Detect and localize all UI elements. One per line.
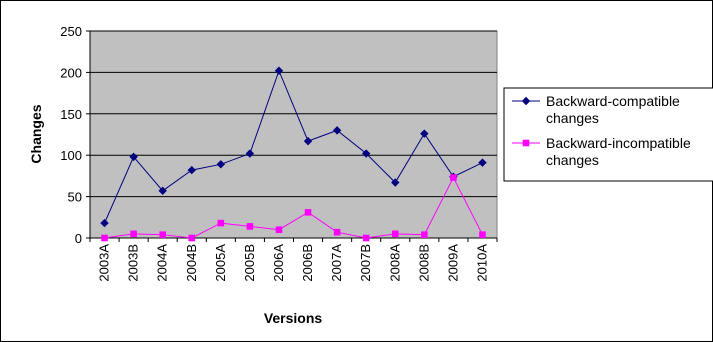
y-tick-label: 150 xyxy=(60,107,82,122)
data-point-series-1 xyxy=(391,178,400,187)
data-point-series-2 xyxy=(275,226,283,234)
x-tick-label: 2008B xyxy=(416,244,431,282)
x-tick-label: 2010A xyxy=(474,244,489,282)
data-point-series-2 xyxy=(304,209,312,216)
data-point-series-1 xyxy=(129,152,138,162)
data-point-series-1 xyxy=(100,218,109,228)
y-axis-title: Changes xyxy=(28,104,44,163)
series-line-2 xyxy=(104,176,483,239)
legend-swatch-marker-1 xyxy=(521,96,531,106)
x-tick-label: 2009A xyxy=(445,244,460,282)
legend-label-1: Backward-compatible xyxy=(546,93,680,109)
legend-swatch-marker-2 xyxy=(522,139,530,147)
data-point-series-2 xyxy=(159,231,166,238)
x-tick-label: 2005A xyxy=(213,244,228,282)
x-tick-label: 2006A xyxy=(271,244,286,282)
gridlines xyxy=(90,30,497,198)
x-tick-label: 2007B xyxy=(358,244,373,282)
data-point-series-2 xyxy=(421,231,428,238)
data-point-series-2 xyxy=(130,230,137,238)
y-tick-label: 200 xyxy=(60,65,82,80)
data-point-series-1 xyxy=(187,165,196,175)
x-tick-label: 2003B xyxy=(126,244,141,282)
y-tick-label: 100 xyxy=(60,148,82,163)
x-tick-label: 2006B xyxy=(300,244,315,282)
data-point-series-1 xyxy=(478,158,487,167)
legend-box xyxy=(503,87,713,182)
data-point-series-1 xyxy=(332,126,342,135)
data-point-series-2 xyxy=(217,219,225,227)
data-point-series-1 xyxy=(420,129,429,138)
y-axis-ticks: 0 50 100 150 200 250 xyxy=(60,24,90,246)
data-point-series-2 xyxy=(188,234,196,242)
data-point-series-2 xyxy=(101,234,108,242)
x-tick-label: 2004B xyxy=(184,244,199,282)
x-axis-title: Versions xyxy=(264,310,323,326)
y-tick-label: 50 xyxy=(68,190,82,205)
legend-label-2: changes xyxy=(546,152,599,168)
data-point-series-2 xyxy=(479,231,486,238)
x-tick-label: 2007A xyxy=(329,244,344,282)
data-point-series-2 xyxy=(246,223,254,230)
plot-area xyxy=(89,30,498,239)
legend-label-2: Backward-incompatible xyxy=(546,135,691,151)
data-point-series-1 xyxy=(303,136,313,146)
y-tick-label: 250 xyxy=(60,24,82,39)
x-tick-label: 2003A xyxy=(97,244,112,282)
data-point-series-1 xyxy=(274,66,284,75)
x-tick-label: 2008A xyxy=(387,244,402,282)
legend: Backward-compatiblechangesBackward-incom… xyxy=(512,93,691,168)
data-point-series-1 xyxy=(245,149,255,158)
series-line-1 xyxy=(104,69,483,224)
x-tick-label: 2005B xyxy=(242,244,257,282)
y-tick-label: 0 xyxy=(75,231,82,246)
x-axis-ticks: 2003A 2003B 2004A 2004B 2005A 2005B 2006A 2006B… xyxy=(89,238,498,282)
data-point-series-1 xyxy=(216,160,226,169)
data-point-series-2 xyxy=(450,174,457,181)
series-layer xyxy=(100,66,487,242)
legend-label-1: changes xyxy=(546,110,599,126)
x-tick-label: 2004A xyxy=(155,244,170,282)
data-point-series-2 xyxy=(333,228,341,236)
data-point-series-2 xyxy=(391,230,399,238)
data-point-series-1 xyxy=(361,149,371,158)
data-point-series-1 xyxy=(158,186,167,196)
data-point-series-2 xyxy=(362,234,370,242)
